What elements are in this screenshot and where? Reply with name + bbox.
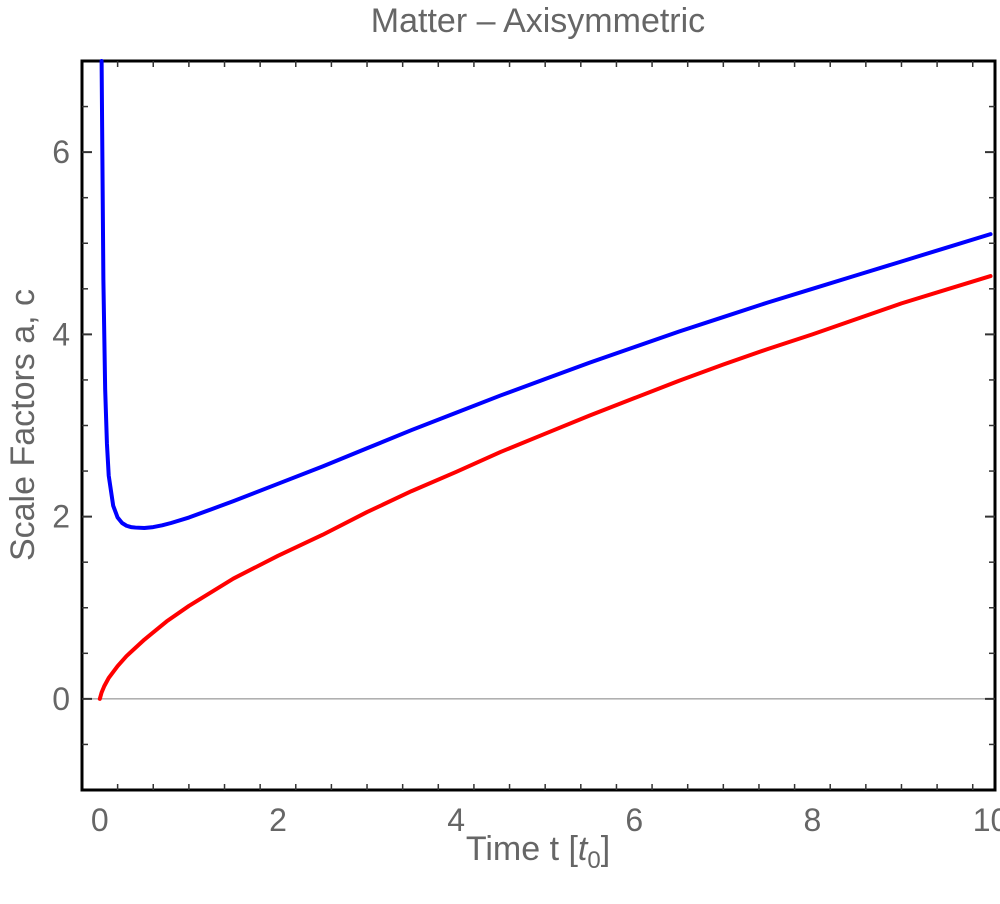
series-line-2	[97, 274, 993, 701]
x-axis-label-unit: t	[578, 830, 589, 868]
plot-frame	[80, 59, 997, 792]
y-tick-label: 6	[52, 134, 70, 170]
series-line-1	[99, 59, 993, 531]
y-tick-label: 0	[52, 681, 70, 717]
x-tick-label: 10	[973, 802, 1000, 838]
y-axis-label: Scale Factors a, c	[4, 289, 42, 561]
x-axis-label-main: Time t [	[466, 830, 579, 868]
x-tick-label: 2	[269, 802, 287, 838]
x-axis-label-sub: 0	[587, 847, 600, 874]
chart-title: Matter – Axisymmetric	[371, 2, 705, 40]
y-tick-label: 2	[52, 499, 70, 535]
y-tick-label: 4	[52, 316, 70, 352]
x-tick-label: 8	[804, 802, 822, 838]
x-tick-label: 0	[91, 802, 109, 838]
x-axis-label: Time t [t0]	[466, 830, 610, 874]
x-tick-label: 6	[625, 802, 643, 838]
x-axis-label-close: ]	[601, 830, 610, 868]
x-tick-label: 4	[447, 802, 465, 838]
